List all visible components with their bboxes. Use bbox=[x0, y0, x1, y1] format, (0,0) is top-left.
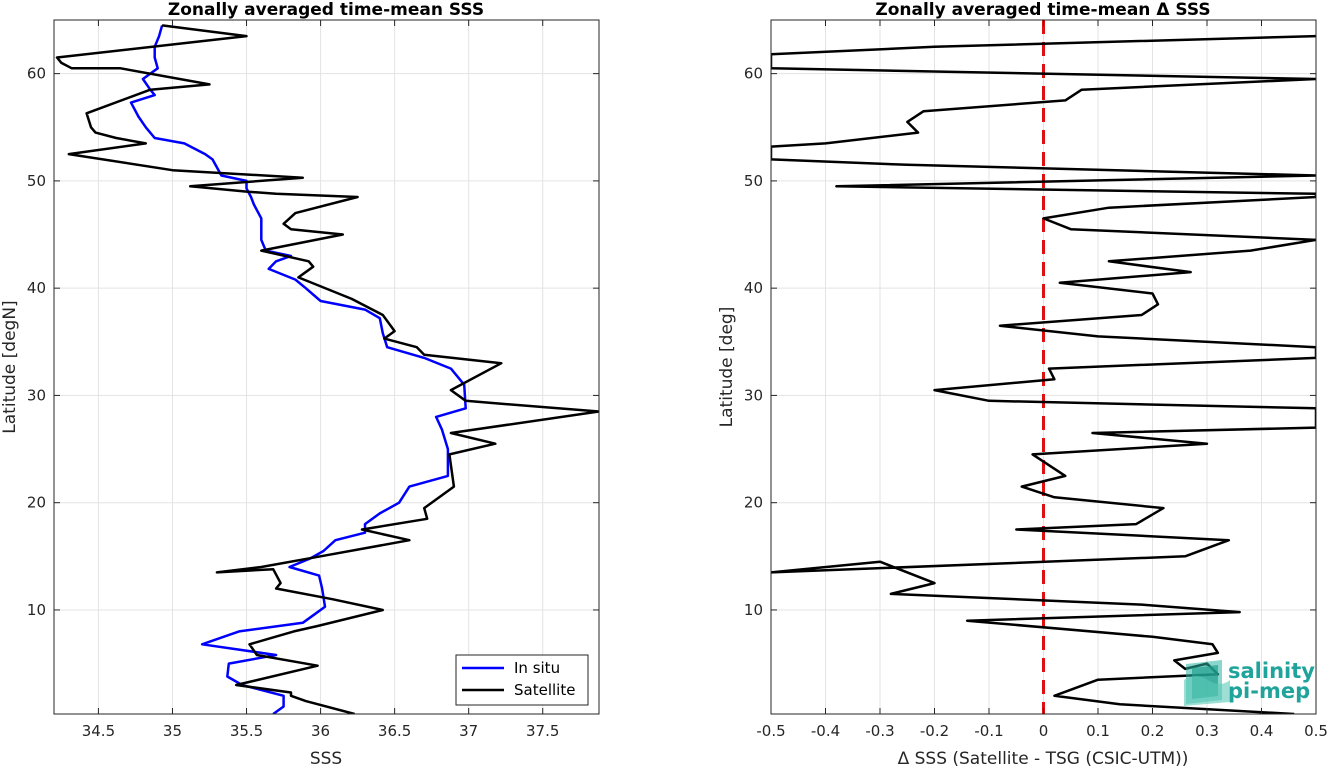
x-tick-label: -0.2 bbox=[920, 722, 949, 740]
x-tick-label: 0 bbox=[1039, 722, 1049, 740]
y-axis-label: Latitude [degN] bbox=[0, 300, 20, 433]
in-situ-series-line bbox=[129, 25, 467, 714]
x-tick-label: 37 bbox=[459, 722, 478, 740]
series-lines bbox=[771, 34, 1316, 714]
y-tick-label: 40 bbox=[744, 279, 763, 297]
x-tick-label: -0.4 bbox=[811, 722, 840, 740]
y-tick-label: 40 bbox=[27, 279, 46, 297]
series-lines bbox=[55, 24, 599, 714]
logo-text-line1: salinity bbox=[1228, 659, 1315, 683]
y-tick-label: 50 bbox=[744, 172, 763, 190]
x-axis-label: SSS bbox=[310, 749, 342, 769]
x-tick-label: 0.5 bbox=[1304, 722, 1328, 740]
x-tick-label: 36 bbox=[311, 722, 330, 740]
legend-label-in-situ: In situ bbox=[514, 659, 560, 677]
x-tick-label: 0.4 bbox=[1250, 722, 1274, 740]
y-axis-label: Latitude [deg] bbox=[717, 307, 737, 428]
y-tick-label: 10 bbox=[27, 601, 46, 619]
chart-title: Zonally averaged time-mean SSS bbox=[168, 0, 484, 20]
logo-wave-icon bbox=[1184, 660, 1230, 706]
delta-sss-chart: -0.5 -0.4 -0.3 -0.2 -0.1 0 0.1 0.2 0.3 0.4 0.5 10 20… bbox=[717, 0, 1328, 769]
y-tick-label: 30 bbox=[744, 386, 763, 404]
y-tick-label: 30 bbox=[27, 386, 46, 404]
legend-box bbox=[455, 654, 589, 706]
x-tick-label: 35 bbox=[163, 722, 182, 740]
salinity-pi-mep-logo: salinity pi-mep bbox=[1184, 659, 1315, 706]
x-tick-label: 0.2 bbox=[1141, 722, 1165, 740]
plot-frame bbox=[53, 19, 600, 715]
x-tick-label: 35.5 bbox=[230, 722, 263, 740]
x-tick-label: 0.3 bbox=[1195, 722, 1219, 740]
x-tick-label: 36.5 bbox=[378, 722, 411, 740]
y-tick-label: 10 bbox=[744, 601, 763, 619]
y-tick-label: 50 bbox=[27, 172, 46, 190]
tick-marks bbox=[54, 20, 599, 714]
sss-chart: 34.5 35 35.5 36 36.5 37 37.5 10 20 30 40 50 60 Zonal… bbox=[0, 0, 600, 769]
chart-title: Zonally averaged time-mean Δ SSS bbox=[875, 0, 1210, 20]
tick-marks bbox=[770, 20, 1317, 714]
legend-label-satellite: Satellite bbox=[514, 681, 575, 699]
satellite-series-line bbox=[55, 24, 599, 714]
legend: In situ Satellite bbox=[455, 654, 589, 706]
tick-labels: -0.5 -0.4 -0.3 -0.2 -0.1 0 0.1 0.2 0.3 0.4 0.5 10 20… bbox=[744, 65, 1328, 740]
y-tick-label: 20 bbox=[744, 494, 763, 512]
x-tick-label: 34.5 bbox=[82, 722, 115, 740]
x-tick-label: -0.5 bbox=[756, 722, 785, 740]
y-tick-label: 60 bbox=[744, 65, 763, 83]
x-tick-label: -0.1 bbox=[974, 722, 1003, 740]
tick-labels: 34.5 35 35.5 36 36.5 37 37.5 10 20 30 40 50 60 bbox=[27, 65, 560, 740]
y-tick-label: 20 bbox=[27, 494, 46, 512]
delta-series-line bbox=[771, 34, 1316, 714]
y-tick-label: 60 bbox=[27, 65, 46, 83]
x-tick-label: 0.1 bbox=[1086, 722, 1110, 740]
x-tick-label: -0.3 bbox=[865, 722, 894, 740]
x-axis-label: Δ SSS (Satellite - TSG (CSIC-UTM)) bbox=[898, 749, 1189, 769]
x-tick-label: 37.5 bbox=[526, 722, 559, 740]
logo-text-line2: pi-mep bbox=[1228, 679, 1310, 703]
